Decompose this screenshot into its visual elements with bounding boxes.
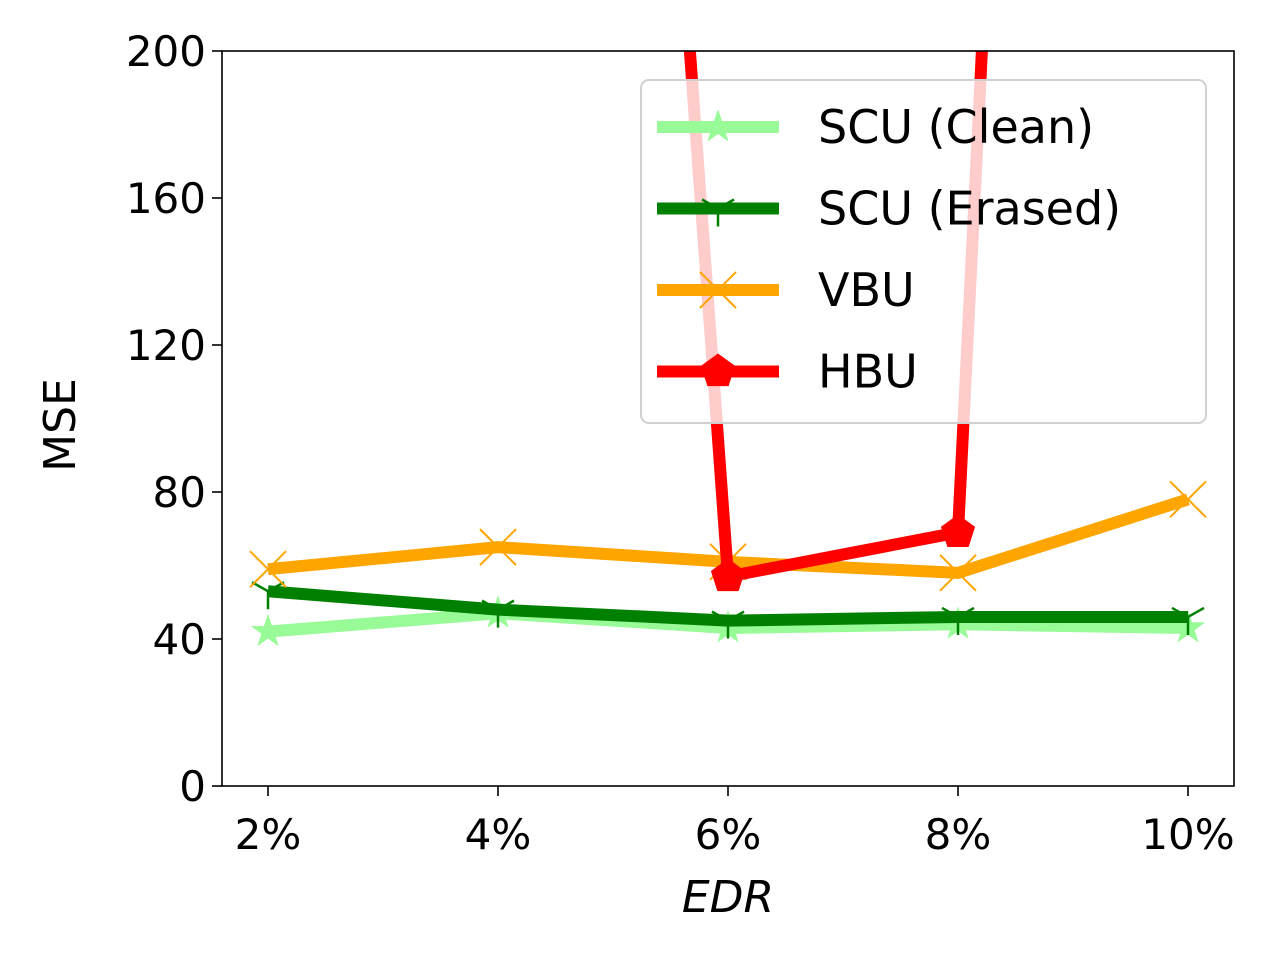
legend-label: SCU (Erased)	[818, 182, 1121, 236]
x-tick-label: 6%	[695, 810, 762, 859]
data-point	[249, 550, 287, 588]
data-point	[941, 606, 975, 635]
data-point	[1169, 480, 1207, 519]
legend-label: HBU	[818, 345, 918, 399]
data-point	[940, 514, 976, 547]
x-axis-label: EDR	[682, 872, 774, 923]
y-tick-label: 200	[126, 27, 206, 76]
data-point	[481, 599, 515, 628]
plot-area	[249, 51, 1207, 647]
y-tick-label: 40	[153, 615, 206, 664]
legend-frame	[640, 79, 1207, 424]
legend-marker	[701, 198, 735, 227]
y-tick-label: 160	[126, 174, 206, 223]
legend-marker	[700, 353, 736, 387]
data-point	[250, 613, 286, 647]
legend-marker	[699, 271, 737, 309]
y-tick-label: 80	[153, 468, 206, 517]
x-tick-label: 8%	[925, 810, 992, 859]
data-point	[479, 528, 517, 566]
data-point	[710, 558, 746, 592]
y-tick-label: 120	[126, 321, 206, 370]
y-axis-label: MSE	[35, 378, 86, 472]
x-tick-label: 10%	[1141, 810, 1234, 859]
y-tick-label: 0	[179, 762, 206, 811]
x-tick-label: 4%	[465, 810, 532, 859]
data-point	[1171, 606, 1205, 635]
x-tick-label: 2%	[235, 810, 302, 859]
legend-label: VBU	[818, 263, 915, 317]
legend-label: SCU (Clean)	[818, 100, 1094, 154]
data-point	[939, 554, 977, 592]
data-point	[711, 610, 745, 639]
legend: SCU (Clean) SCU (Erased) VBU HBU	[640, 79, 1207, 424]
legend-marker	[700, 109, 736, 142]
